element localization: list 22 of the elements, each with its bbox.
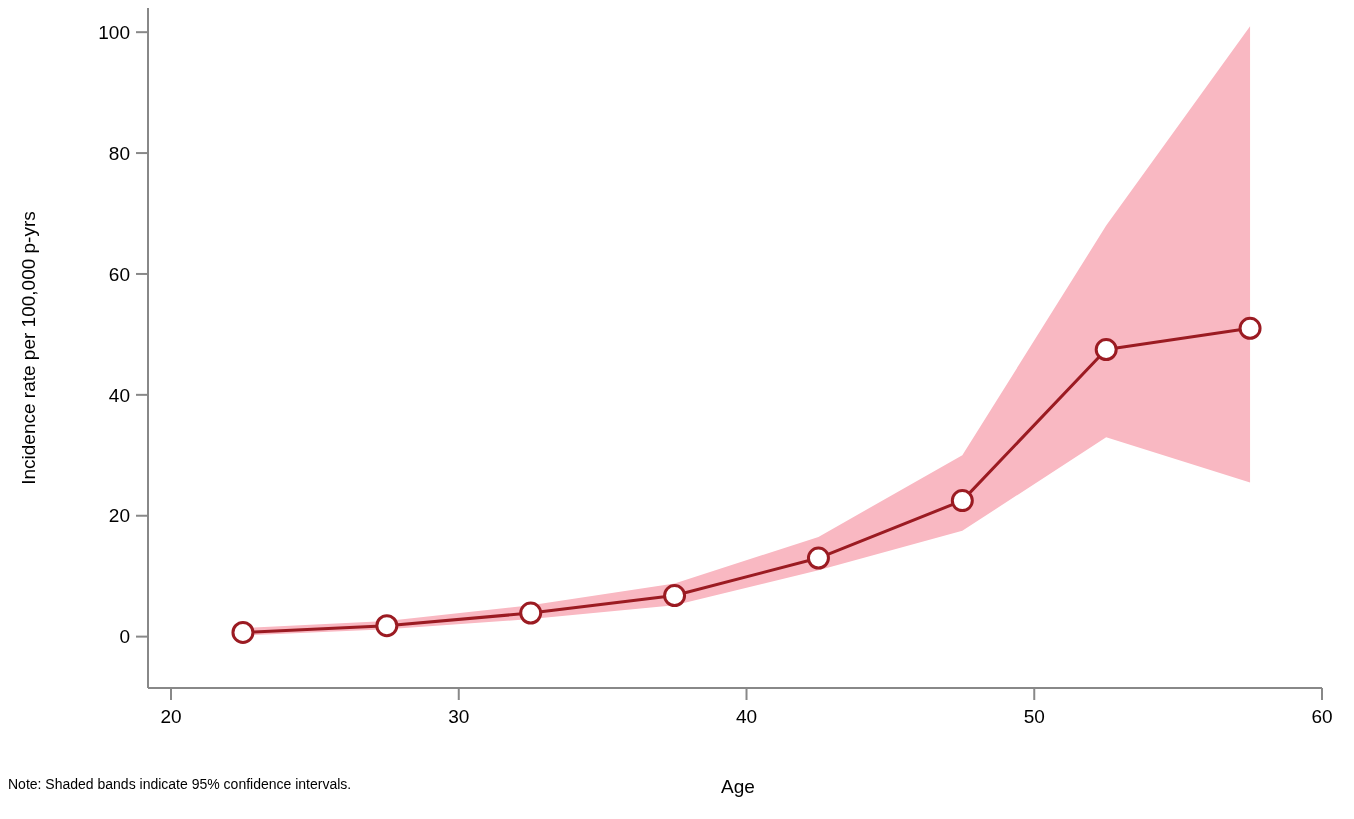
y-tick-label: 20 — [108, 505, 130, 527]
point — [806, 546, 830, 570]
point — [950, 489, 974, 513]
point — [663, 584, 687, 608]
x-tick-label: 40 — [735, 706, 758, 728]
y-tick-label: 80 — [108, 142, 130, 164]
point — [519, 601, 543, 625]
y-tick-label: 60 — [108, 263, 130, 285]
x-tick-label: 30 — [448, 706, 470, 728]
point — [375, 614, 399, 638]
x-tick-label: 50 — [1023, 706, 1045, 728]
y-axis-title: Incidence rate per 100,000 p-yrs — [17, 211, 39, 485]
x-tick-label: 60 — [1311, 706, 1333, 728]
point — [1238, 316, 1262, 340]
x-tick-label: 20 — [160, 706, 182, 728]
y-tick-label: 100 — [98, 21, 130, 43]
text: Note: Shaded bands indicate 95% confidence intervals. — [8, 776, 352, 792]
y-tick-label: 0 — [119, 626, 130, 648]
point — [231, 620, 255, 644]
y-tick-label: 40 — [108, 384, 130, 406]
x-axis-title: Age — [720, 776, 756, 798]
point — [1094, 338, 1118, 362]
